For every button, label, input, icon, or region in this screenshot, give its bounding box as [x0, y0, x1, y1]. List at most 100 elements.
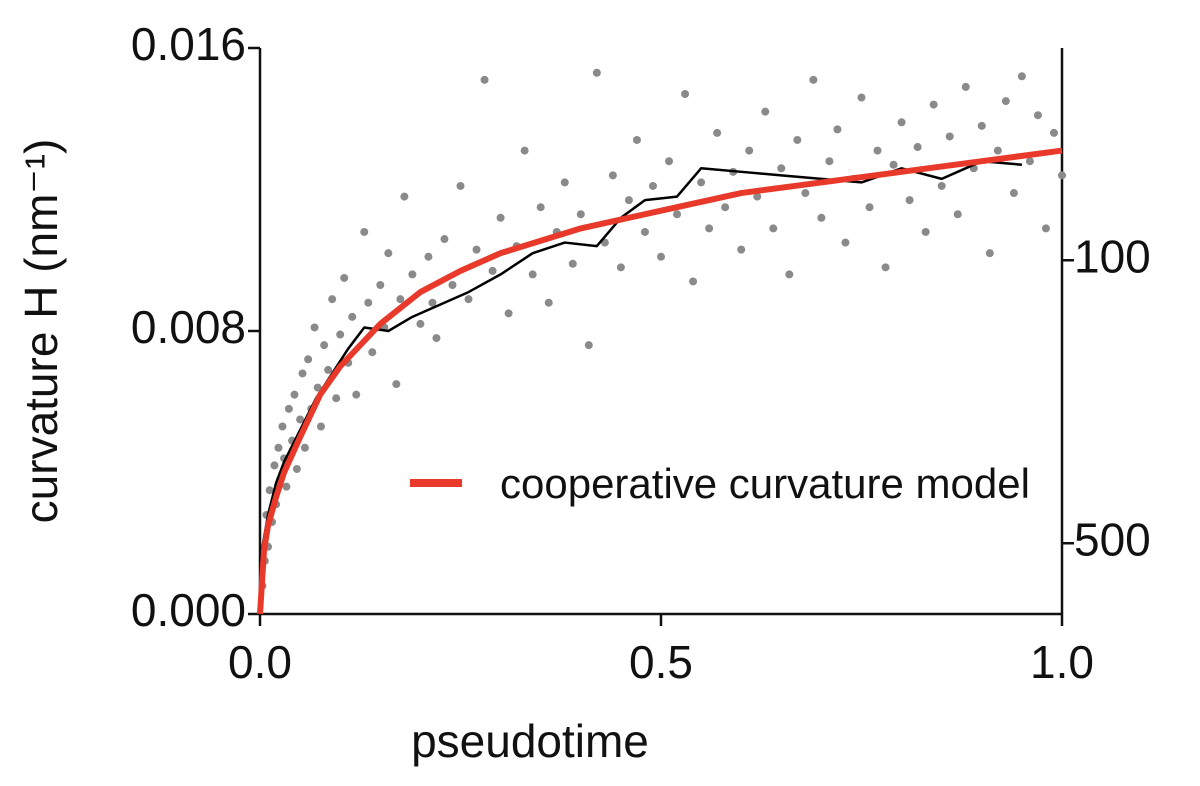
scatter-point — [1033, 111, 1042, 120]
scatter-point — [364, 298, 373, 307]
scatter-point — [801, 189, 810, 198]
y2-tick-label: 500 — [1074, 513, 1151, 565]
x-tick-label: 1.0 — [1030, 636, 1094, 688]
scatter-point — [657, 252, 665, 261]
scatter-point — [817, 213, 826, 222]
scatter-point — [274, 443, 283, 452]
scatter-point — [665, 157, 674, 166]
scatter-point — [304, 355, 313, 364]
scatter-point — [881, 263, 890, 272]
scatter-point — [833, 125, 842, 134]
scatter-point — [648, 181, 657, 190]
scatter-point — [464, 295, 473, 304]
scatter-point — [300, 443, 309, 452]
scatter-point — [937, 181, 946, 190]
scatter-point — [544, 298, 553, 307]
scatter-point — [897, 118, 906, 127]
scatter-point — [352, 390, 361, 399]
x-axis-label: pseudotime — [411, 715, 649, 767]
scatter-point — [440, 235, 449, 244]
scatter-point — [753, 192, 762, 201]
y-axis-label: curvature H (nm⁻¹) — [15, 139, 67, 524]
scatter-point — [360, 227, 369, 236]
scatter-point — [292, 464, 301, 473]
scatter-point — [1049, 128, 1058, 137]
scatter-point — [568, 259, 577, 268]
y-tick-label: 0.008 — [131, 301, 246, 353]
scatter-point — [769, 224, 778, 233]
scatter-point — [496, 213, 505, 222]
scatter-point — [328, 295, 337, 304]
scatter-point — [284, 404, 293, 413]
scatter-point — [313, 383, 322, 392]
scatter-point — [432, 334, 441, 343]
scatter-point — [865, 203, 874, 212]
x-tick-label: 0.5 — [629, 636, 693, 688]
y2-tick-label: 100 — [1074, 230, 1151, 282]
scatter-point — [632, 135, 641, 144]
scatter-point — [368, 348, 377, 357]
scatter-point — [889, 160, 898, 169]
scatter-point — [624, 196, 633, 205]
scatter-point — [576, 210, 585, 219]
scatter-point — [416, 319, 425, 328]
scatter-point — [592, 68, 601, 77]
scatter-point — [1017, 72, 1026, 81]
scatter-point — [332, 394, 341, 403]
y-tick-label: 0.016 — [131, 18, 246, 70]
scatter-point — [905, 196, 914, 205]
scatter-point — [265, 486, 274, 495]
scatter-point — [310, 323, 319, 332]
scatter-point — [841, 238, 850, 247]
x-tick-label: 0.0 — [228, 636, 292, 688]
scatter-point — [296, 415, 305, 424]
scatter-point — [480, 75, 489, 84]
scatter-point — [809, 75, 818, 84]
scatter-point — [921, 227, 930, 236]
scatter-point — [961, 82, 970, 91]
scatter-point — [993, 146, 1002, 155]
scatter-point — [392, 380, 401, 389]
scatter-point — [384, 249, 393, 258]
scatter-point — [1009, 189, 1018, 198]
scatter-point — [945, 132, 954, 141]
scatter-point — [336, 330, 345, 339]
scatter-point — [448, 281, 457, 290]
scatter-point — [777, 164, 786, 173]
scatter-point — [376, 281, 385, 290]
scatter-point — [400, 192, 409, 201]
scatter-point — [681, 89, 690, 98]
scatter-point — [504, 309, 513, 318]
scatter-point — [456, 181, 465, 190]
scatter-point — [428, 298, 437, 307]
y-tick-label: 0.000 — [131, 584, 246, 636]
scatter-point — [608, 171, 617, 180]
scatter-point — [745, 146, 754, 155]
legend-label: cooperative curvature model — [500, 460, 1030, 507]
scatter-point — [857, 93, 866, 102]
scatter-point — [929, 100, 938, 109]
scatter-point — [721, 203, 730, 212]
scatter-point — [472, 245, 481, 254]
scatter-point — [761, 107, 770, 116]
scatter-point — [1058, 171, 1066, 180]
scatter-point — [1001, 97, 1010, 106]
scatter-point — [584, 341, 593, 350]
scatter-point — [673, 210, 682, 219]
scatter-point — [785, 270, 794, 279]
scatter-point — [560, 178, 569, 187]
scatter-point — [953, 210, 962, 219]
scatter-point — [985, 249, 994, 258]
scatter-point — [528, 270, 537, 279]
scatter-point — [282, 482, 291, 491]
scatter-point — [290, 390, 299, 399]
scatter-point — [697, 178, 706, 187]
scatter-point — [520, 146, 529, 155]
scatter-point — [324, 365, 333, 374]
scatter-point — [396, 295, 405, 304]
scatter-point — [408, 270, 417, 279]
scatter-point — [689, 277, 698, 286]
scatter-point — [320, 341, 329, 350]
model-line — [257, 147, 1063, 615]
